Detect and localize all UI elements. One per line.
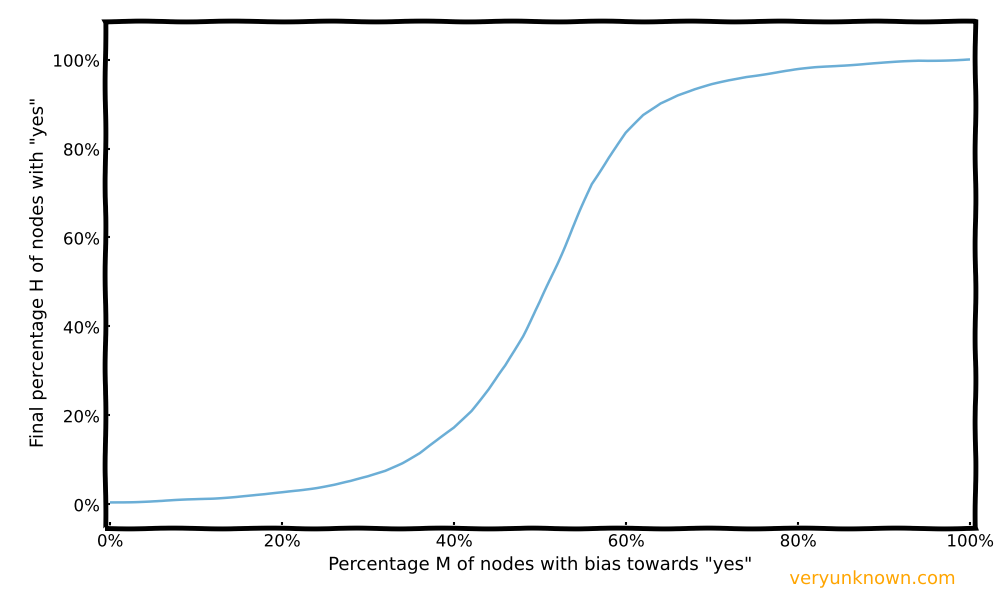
Y-axis label: Final percentage H of nodes with "yes": Final percentage H of nodes with "yes" — [29, 98, 47, 448]
X-axis label: Percentage M of nodes with bias towards "yes": Percentage M of nodes with bias towards … — [328, 556, 752, 574]
Text: veryunknown.com: veryunknown.com — [789, 570, 955, 588]
